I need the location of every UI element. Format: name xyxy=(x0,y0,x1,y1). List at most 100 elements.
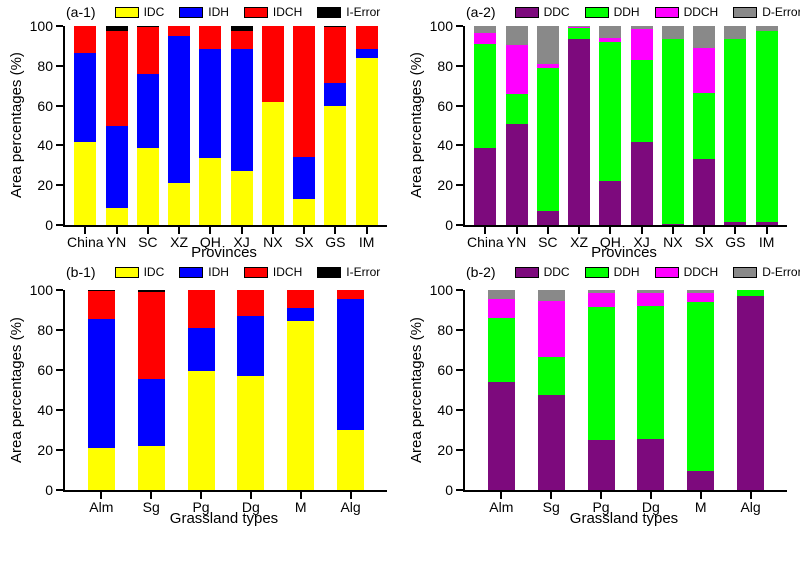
bar-stack xyxy=(474,26,497,225)
y-tick-label: 100 xyxy=(429,282,453,298)
x-tick-label: SX xyxy=(694,234,714,250)
y-tick-label: 80 xyxy=(37,57,53,74)
bar-segment-DDCH xyxy=(587,293,615,307)
x-tick-label: M xyxy=(694,499,707,515)
bar-segment-DDH xyxy=(755,30,778,223)
bar-segment-IDH xyxy=(293,157,316,200)
bar-segment-DDCH xyxy=(474,32,497,44)
y-tick-label: 80 xyxy=(437,57,453,74)
bar-segment-D-Error xyxy=(637,290,665,293)
y-tick-label: 40 xyxy=(437,402,453,418)
bar-segment-DDCH xyxy=(568,27,591,28)
bar-stack xyxy=(487,290,515,490)
panel-a2: (a-2) DDC DDH DDCH D-Error Area percentages… xyxy=(400,0,800,262)
y-tick-mark xyxy=(456,184,463,187)
bar-YN: YN xyxy=(505,26,528,250)
y-tick-mark xyxy=(56,25,63,27)
bar-stack xyxy=(324,26,347,225)
bar-segment-D-Error xyxy=(599,26,622,38)
panel-tag-b2: (b-2) xyxy=(466,264,496,280)
x-tick-mark xyxy=(271,227,274,234)
bar-stack xyxy=(137,290,165,490)
panel-tag-a2: (a-2) xyxy=(466,4,496,20)
x-tick-mark xyxy=(671,227,674,234)
bar-stack xyxy=(661,26,684,225)
legend-label: DDCH xyxy=(683,5,719,19)
bar-segment-IDC xyxy=(355,57,378,225)
bar-segment-DDC xyxy=(687,471,715,490)
panel-a1: (a-1) IDC IDH IDCH I-Error Area percentages… xyxy=(0,0,400,262)
bar-segment-DDC xyxy=(487,382,515,490)
bar-segment-D-Error xyxy=(693,26,716,48)
bar-Dg: Dg xyxy=(637,290,665,515)
bar-segment-I-Error xyxy=(137,290,165,292)
bar-segment-DDCH xyxy=(599,37,622,42)
bar-segment-IDC xyxy=(137,446,165,490)
y-tick-mark xyxy=(56,449,63,451)
x-tick-label: SC xyxy=(138,234,158,250)
bar-segment-DDH xyxy=(737,290,765,296)
bar-segment-DDH xyxy=(587,307,615,440)
x-tick-label: SC xyxy=(538,234,558,250)
y-tick-mark xyxy=(456,144,463,147)
x-tick-label: Alm xyxy=(489,499,514,515)
x-tick-mark xyxy=(240,227,243,234)
bar-segment-DDH xyxy=(536,67,559,212)
bar-segment-D-Error xyxy=(687,290,715,293)
x-tick-label: YN xyxy=(506,234,527,250)
legend-label: IDH xyxy=(208,5,229,19)
bar-segment-D-Error xyxy=(661,26,684,39)
bar-GS: GS xyxy=(724,26,747,250)
x-tick-mark xyxy=(578,227,581,234)
legend-swatch-DDH xyxy=(584,266,609,278)
bar-stack xyxy=(737,290,765,490)
panel-tag-b1: (b-1) xyxy=(66,264,96,280)
bar-segment-IDC xyxy=(337,430,365,490)
bar-stack xyxy=(630,26,653,225)
bar-segment-DDH xyxy=(637,306,665,439)
x-tick-mark xyxy=(500,492,503,499)
bar-segment-DDCH xyxy=(487,299,515,318)
x-tick-label: Alm xyxy=(89,499,114,515)
bar-segment-D-Error xyxy=(568,26,591,28)
legend-item-DDCH: DDCH xyxy=(654,5,719,19)
y-tick-mark xyxy=(56,409,63,411)
bar-NX: NX xyxy=(661,26,684,250)
legend-item-D-Error: D-Error xyxy=(733,5,800,19)
bar-segment-DDH xyxy=(661,38,684,225)
x-tick-mark xyxy=(640,227,643,234)
legend-label: IDC xyxy=(143,5,165,19)
y-tick-label: 0 xyxy=(45,217,53,233)
y-tick-label: 60 xyxy=(437,362,453,378)
legend-item-DDH: DDH xyxy=(584,5,640,19)
bar-segment-IDCH xyxy=(168,26,191,36)
legend-label: I-Error xyxy=(346,5,381,19)
y-tick-mark xyxy=(456,64,463,67)
bar-segment-DDC xyxy=(568,38,591,225)
bar-segment-DDCH xyxy=(536,63,559,68)
bar-segment-D-Error xyxy=(724,26,747,39)
y-axis-title: Area percentages (%) xyxy=(8,317,25,463)
legend-label: DDC xyxy=(543,265,570,279)
x-tick-mark xyxy=(365,227,368,234)
x-tick-mark xyxy=(765,227,768,234)
x-tick-mark xyxy=(546,227,549,234)
legend-label: D-Error xyxy=(762,265,800,279)
bar-segment-DDCH xyxy=(693,47,716,93)
x-tick-label: Sg xyxy=(542,499,560,515)
bar-stack xyxy=(637,290,665,490)
y-tick-label: 40 xyxy=(437,137,453,154)
bar-Pg: Pg xyxy=(587,290,615,515)
x-tick-label: Alg xyxy=(740,499,761,515)
x-tick-label: Alg xyxy=(340,499,361,515)
legend-item-IDH: IDH xyxy=(179,5,229,19)
bar-segment-IDH xyxy=(199,48,222,159)
bar-segment-IDC xyxy=(199,158,222,225)
bar-segment-D-Error xyxy=(630,26,653,29)
x-tick-label: China xyxy=(66,234,104,250)
legend-swatch-DDCH xyxy=(654,6,679,18)
bar-segment-IDC xyxy=(230,171,253,225)
bar-segment-IDH xyxy=(237,316,265,376)
bar-segment-IDC xyxy=(136,148,159,225)
plot-area-a2: China YN SC XZ QH XJ NX SX GS IM 0 20 40 60 80 100 xyxy=(430,18,787,250)
